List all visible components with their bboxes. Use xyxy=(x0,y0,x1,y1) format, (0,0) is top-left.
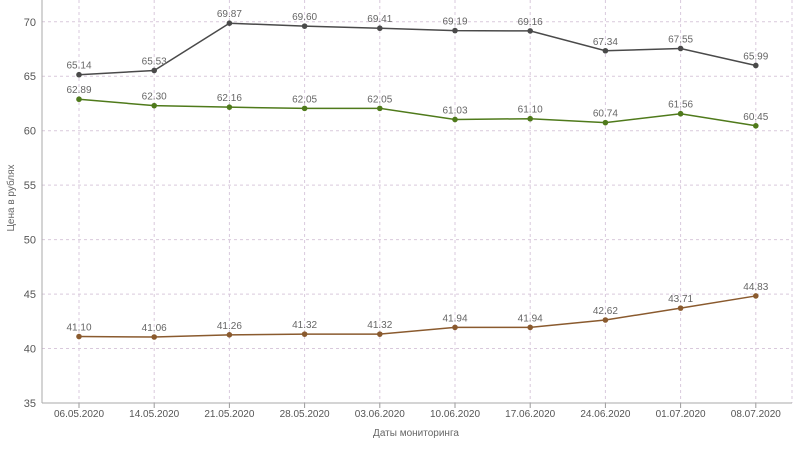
data-label: 42.62 xyxy=(593,306,618,317)
data-label: 41.94 xyxy=(442,313,467,324)
data-label: 65.53 xyxy=(142,56,167,67)
data-label: 60.74 xyxy=(593,109,618,120)
data-point xyxy=(76,71,82,78)
x-tick-label: 10.06.2020 xyxy=(430,409,480,420)
data-label: 69.41 xyxy=(367,14,392,25)
grid xyxy=(42,0,793,403)
y-tick-label: 50 xyxy=(24,235,36,247)
x-tick-label: 01.07.2020 xyxy=(656,409,706,420)
data-point xyxy=(527,28,533,34)
data-point xyxy=(301,23,308,29)
data-point xyxy=(602,119,609,126)
x-tick-label: 24.06.2020 xyxy=(580,409,630,420)
x-tick-label: 14.05.2020 xyxy=(129,409,179,420)
data-point xyxy=(226,104,233,110)
data-label: 60.45 xyxy=(743,112,768,123)
x-tick-label: 08.07.2020 xyxy=(731,409,781,420)
data-label: 67.55 xyxy=(668,34,693,45)
series-line-2 xyxy=(78,295,756,338)
data-point xyxy=(753,62,759,69)
data-label: 41.32 xyxy=(367,320,392,331)
y-axis-title: Цена в рублях xyxy=(5,164,17,231)
data-label: 43.71 xyxy=(668,294,693,305)
series-line-1 xyxy=(78,98,756,127)
data-label: 67.34 xyxy=(593,37,618,48)
y-tick-label: 40 xyxy=(24,344,36,356)
y-tick-label: 70 xyxy=(24,17,36,29)
data-point xyxy=(677,45,684,52)
data-label: 62.05 xyxy=(292,94,317,105)
data-point xyxy=(151,334,157,340)
data-label: 41.10 xyxy=(66,323,91,334)
data-point xyxy=(76,333,82,340)
x-tick-label: 03.06.2020 xyxy=(355,409,405,420)
data-label: 65.99 xyxy=(743,51,768,62)
data-point xyxy=(452,324,458,331)
data-point xyxy=(151,67,157,74)
data-point xyxy=(301,331,308,337)
data-labels: 65.14 65.53 69.87 69.60 69.41 69.19 69.16 67.34… xyxy=(66,9,768,334)
data-point xyxy=(151,102,157,109)
data-label: 69.87 xyxy=(217,9,242,20)
data-point xyxy=(677,110,684,117)
data-label: 41.26 xyxy=(217,321,242,332)
data-point xyxy=(753,123,759,129)
data-label: 41.94 xyxy=(518,313,543,324)
data-point xyxy=(527,324,533,331)
series-lines xyxy=(76,20,759,340)
data-point xyxy=(226,332,233,338)
data-label: 44.83 xyxy=(743,282,768,293)
data-point xyxy=(753,293,759,299)
data-label: 61.10 xyxy=(518,105,543,116)
x-tick-label: 21.05.2020 xyxy=(204,409,254,420)
y-tick-label: 65 xyxy=(24,71,36,83)
y-tick-label: 35 xyxy=(24,398,36,410)
data-point xyxy=(602,317,609,323)
series-line-0 xyxy=(78,22,756,76)
data-label: 62.89 xyxy=(66,85,91,96)
data-point xyxy=(226,20,233,26)
data-label: 61.03 xyxy=(442,105,467,116)
data-point xyxy=(377,105,383,112)
data-point xyxy=(301,105,308,112)
x-tick-label: 06.05.2020 xyxy=(54,409,104,420)
data-label: 62.05 xyxy=(367,94,392,105)
x-tick-label: 17.06.2020 xyxy=(505,409,555,420)
data-point xyxy=(377,331,383,337)
data-label: 69.16 xyxy=(518,17,543,28)
x-axis-title: Даты мониторинга xyxy=(373,428,459,439)
y-tick-label: 55 xyxy=(24,180,36,192)
data-point xyxy=(452,116,458,123)
data-point xyxy=(527,115,533,122)
y-tick-label: 45 xyxy=(24,289,36,301)
y-tick-label: 60 xyxy=(24,126,36,138)
data-label: 65.14 xyxy=(66,61,91,72)
data-point xyxy=(76,96,82,103)
data-point xyxy=(452,27,458,34)
data-label: 61.56 xyxy=(668,100,693,111)
data-point xyxy=(602,47,609,54)
data-point xyxy=(377,25,383,32)
axes: 35 40 45 50 55 60 65 70 06.05.2020 14.05.2020 21.0… xyxy=(24,0,792,420)
data-label: 41.06 xyxy=(142,323,167,334)
data-label: 62.16 xyxy=(217,93,242,104)
data-point xyxy=(677,305,684,311)
x-tick-label: 28.05.2020 xyxy=(280,409,330,420)
data-label: 69.19 xyxy=(442,17,467,28)
data-label: 69.60 xyxy=(292,12,317,23)
data-label: 41.32 xyxy=(292,320,317,331)
data-label: 62.30 xyxy=(142,92,167,103)
